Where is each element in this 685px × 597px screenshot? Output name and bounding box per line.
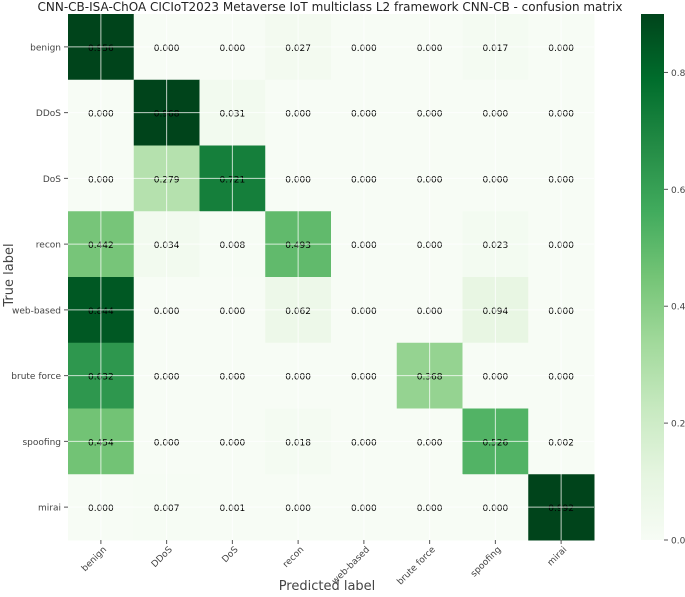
y-tick-label: benign [30, 43, 61, 53]
y-tick-label: DDoS [36, 109, 61, 119]
x-tick-label: DDoS [150, 545, 175, 570]
y-tick-label: recon [36, 241, 61, 251]
grid-lines [68, 14, 594, 540]
y-tick-label: mirai [38, 504, 61, 514]
x-axis-label: Predicted label [279, 579, 376, 594]
colorbar-tick-label: 0.0 [671, 537, 685, 547]
y-tick-label: spoofing [22, 438, 61, 448]
colorbar-tick-label: 0.8 [671, 69, 685, 79]
x-tick-label: recon [281, 545, 306, 570]
x-tick-label: spoofing [469, 545, 503, 579]
x-tick-label: benign [80, 545, 109, 574]
y-tick-label: web-based [12, 306, 61, 316]
chart-title: CNN-CB-ISA-ChOA CICIoT2023 Metaverse IoT… [38, 0, 623, 14]
colorbar-tick-label: 0.6 [671, 186, 685, 196]
y-tick-labels: benign DDoS DoS recon web-based brute force sp… [11, 43, 68, 514]
y-axis-label: True label [2, 243, 17, 307]
x-tick-label: brute force [396, 545, 439, 588]
colorbar-tick-label: 0.2 [671, 420, 685, 430]
heatmap-cells: 0.956 0.000 0.000 0.027 0.000 0.000 0.017 0.000… [68, 14, 595, 541]
x-tick-label: DoS [221, 545, 241, 565]
colorbar [641, 14, 664, 540]
y-tick-label: DoS [43, 175, 61, 185]
colorbar-tick-label: 0.4 [671, 303, 685, 313]
colorbar-ticks: 0.0 0.2 0.4 0.6 0.8 [664, 69, 685, 547]
x-tick-label: mirai [546, 545, 569, 568]
y-tick-label: brute force [11, 372, 61, 382]
